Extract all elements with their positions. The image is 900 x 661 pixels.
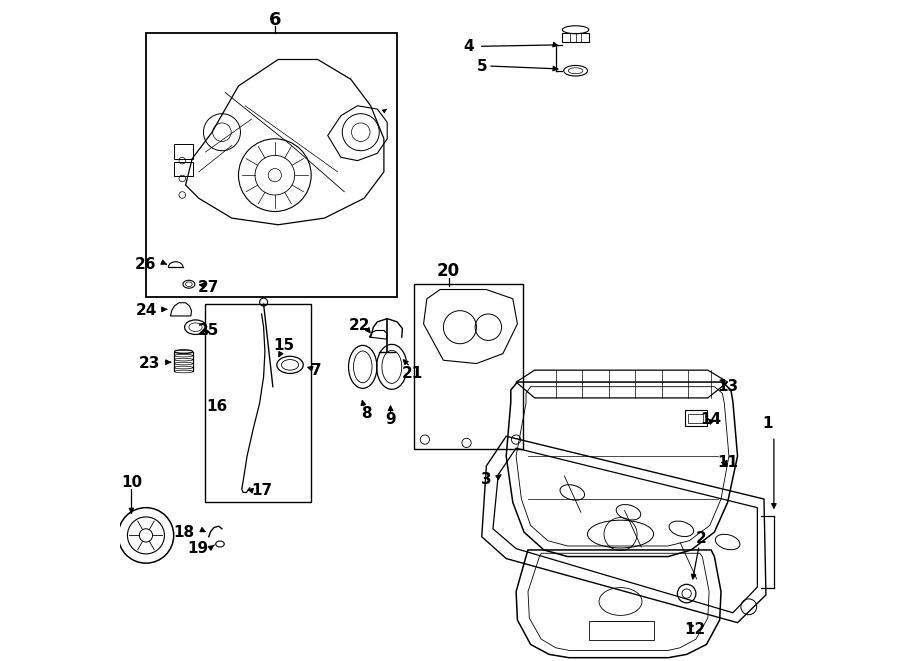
Text: 22: 22 [348, 318, 370, 332]
Bar [685, 410, 707, 426]
Text: 20: 20 [437, 262, 460, 280]
Text: 4: 4 [464, 39, 473, 54]
Text: 25: 25 [198, 323, 220, 338]
Text: 13: 13 [717, 379, 738, 394]
Text: 10: 10 [121, 475, 142, 490]
Text: 24: 24 [135, 303, 157, 318]
Text: 9: 9 [385, 412, 396, 427]
Bar [589, 621, 653, 640]
Text: 12: 12 [684, 622, 706, 637]
Text: 17: 17 [251, 483, 272, 498]
Text: 15: 15 [273, 338, 294, 352]
Text: 5: 5 [476, 59, 487, 73]
Text: 21: 21 [401, 366, 423, 381]
Text: 8: 8 [361, 406, 372, 420]
Text: 3: 3 [481, 472, 491, 486]
Text: 19: 19 [187, 541, 208, 556]
Bar [688, 414, 703, 423]
Text: 27: 27 [198, 280, 220, 295]
Text: 7: 7 [311, 363, 322, 377]
Text: 14: 14 [700, 412, 722, 427]
Bar [175, 144, 193, 159]
Text: 6: 6 [268, 11, 281, 29]
Text: 11: 11 [717, 455, 738, 470]
Text: 23: 23 [139, 356, 160, 371]
Bar [175, 162, 193, 176]
Text: 26: 26 [135, 257, 157, 272]
Text: 16: 16 [207, 399, 228, 414]
Text: 1: 1 [762, 416, 772, 430]
Text: 2: 2 [696, 531, 706, 546]
Text: 18: 18 [174, 525, 194, 539]
